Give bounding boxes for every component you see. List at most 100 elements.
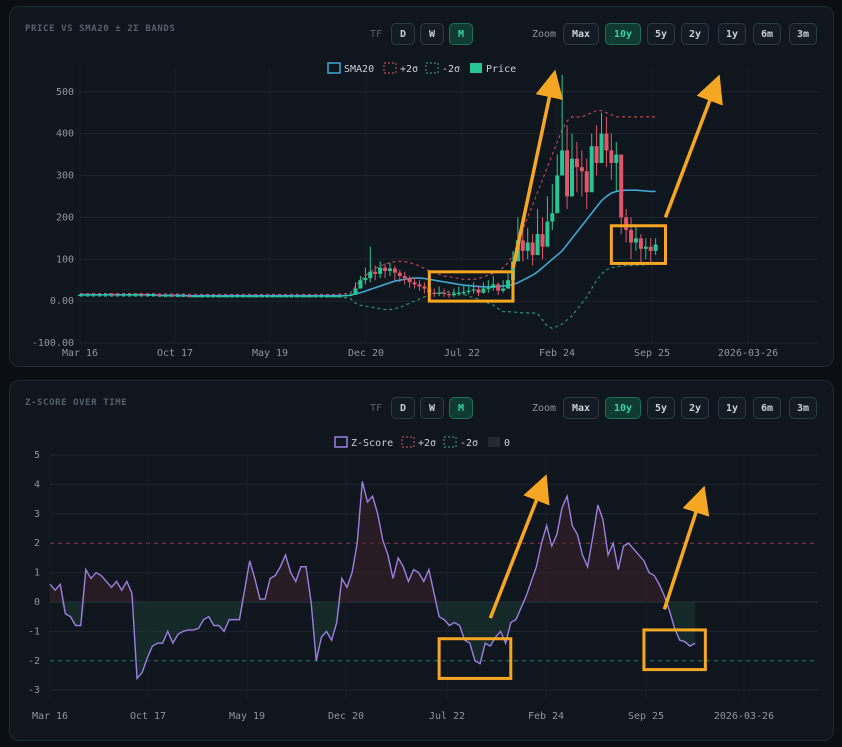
candle-body: [196, 296, 201, 298]
candle-body: [230, 296, 235, 298]
zoom-label: Zoom: [532, 403, 557, 414]
candle-body: [471, 289, 476, 291]
candle-body: [294, 296, 299, 298]
tf-button-d[interactable]: D: [391, 397, 415, 419]
zoom-button-3m[interactable]: 3m: [789, 23, 817, 45]
candle-body: [210, 296, 215, 298]
candle-body: [422, 286, 427, 289]
legend-swatch-price: [470, 63, 482, 73]
candle-body: [638, 238, 643, 249]
candle-body: [328, 296, 333, 298]
candle-body: [629, 229, 634, 243]
x-tick-label: Dec 20: [348, 348, 384, 359]
candle-body: [604, 133, 609, 151]
candle-body: [107, 294, 112, 296]
x-tick-label: Sep 25: [634, 348, 670, 359]
candle-body: [550, 213, 555, 222]
legend-label: Z-Score: [351, 438, 393, 449]
y-tick-label: 3: [34, 509, 40, 520]
candle-body: [250, 296, 255, 298]
x-tick-label: Mar 16: [62, 348, 98, 359]
candle-body: [451, 293, 456, 296]
candle-body: [466, 290, 471, 292]
candle-body: [314, 296, 319, 298]
candle-body: [594, 146, 599, 163]
annotation-arrow: [488, 474, 550, 619]
negative-area: [50, 601, 696, 679]
candle-body: [343, 295, 348, 297]
zoom-button-1y[interactable]: 1y: [718, 397, 746, 419]
x-tick-label: 2026-03-26: [714, 711, 774, 722]
zoom-button-1y[interactable]: 1y: [718, 23, 746, 45]
zoom-button-max[interactable]: Max: [563, 397, 599, 419]
candle-body: [491, 284, 496, 288]
candle-body: [525, 242, 530, 251]
candle-body: [397, 272, 402, 276]
zoom-button-10y[interactable]: 10y: [605, 397, 641, 419]
candle-body: [476, 289, 481, 293]
y-tick-label: -3: [28, 685, 40, 696]
candle-body: [653, 244, 658, 251]
y-tick-label: 2: [34, 538, 40, 549]
candle-body: [535, 234, 540, 256]
zoom-button-6m[interactable]: 6m: [753, 23, 781, 45]
zoom-button-3m[interactable]: 3m: [789, 397, 817, 419]
candle-body: [363, 278, 368, 281]
highlight-box: [642, 628, 707, 672]
zoom-button-2y[interactable]: 2y: [681, 23, 709, 45]
zoom-button-5y[interactable]: 5y: [647, 397, 675, 419]
y-tick-label: 100: [56, 254, 74, 265]
candle-body: [392, 268, 397, 273]
candle-body: [373, 271, 378, 274]
tf-button-w[interactable]: W: [420, 23, 444, 45]
zoom-button-2y[interactable]: 2y: [681, 397, 709, 419]
tf-button-m[interactable]: M: [449, 397, 473, 419]
legend-label: Price: [486, 64, 516, 75]
candle-body: [520, 240, 525, 251]
candle-body: [255, 296, 260, 298]
candle-body: [97, 294, 102, 296]
candle-body: [161, 295, 166, 297]
candle-body: [383, 267, 388, 271]
candle-body: [530, 242, 535, 256]
zscore-line: [49, 481, 696, 681]
candle-body: [599, 133, 604, 163]
candle-body: [166, 295, 171, 297]
candle-body: [338, 295, 343, 297]
tf-button-w[interactable]: W: [420, 397, 444, 419]
x-tick-label: Feb 24: [539, 348, 575, 359]
legend-swatch-zscore: [334, 436, 348, 448]
candle-body: [82, 294, 87, 296]
x-tick-label: May 19: [229, 711, 265, 722]
legend-label: 0: [504, 438, 510, 449]
candle-body: [225, 296, 230, 298]
legend-swatch-lower: [425, 62, 439, 74]
y-tick-label: 200: [56, 212, 74, 223]
candle-body: [560, 150, 565, 176]
zoom-button-10y[interactable]: 10y: [605, 23, 641, 45]
candle-body: [540, 234, 545, 247]
x-tick-label: Feb 24: [528, 711, 564, 722]
tf-button-d[interactable]: D: [391, 23, 415, 45]
candle-body: [348, 294, 353, 297]
zoom-button-max[interactable]: Max: [563, 23, 599, 45]
candle-body: [412, 282, 417, 285]
legend-label: +2σ: [400, 64, 418, 75]
zoom-button-6m[interactable]: 6m: [753, 397, 781, 419]
candle-body: [132, 294, 137, 296]
candle-body: [156, 294, 161, 297]
legend-label: +2σ: [418, 438, 436, 449]
candle-body: [146, 294, 151, 297]
candle-body: [319, 296, 324, 298]
candle-body: [486, 287, 491, 289]
candle-body: [260, 296, 265, 298]
tf-button-m[interactable]: M: [449, 23, 473, 45]
tf-label: TF: [370, 29, 383, 40]
legend-label: SMA20: [344, 64, 374, 75]
zoom-button-5y[interactable]: 5y: [647, 23, 675, 45]
zscore-chart-title: Z-SCORE OVER TIME: [25, 398, 128, 408]
candle-body: [304, 296, 309, 298]
candle-body: [215, 296, 220, 298]
lower-band-line: [80, 263, 656, 329]
candle-body: [284, 296, 289, 298]
